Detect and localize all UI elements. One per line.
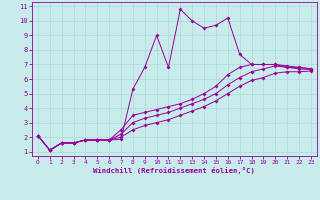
X-axis label: Windchill (Refroidissement éolien,°C): Windchill (Refroidissement éolien,°C) <box>93 167 255 174</box>
